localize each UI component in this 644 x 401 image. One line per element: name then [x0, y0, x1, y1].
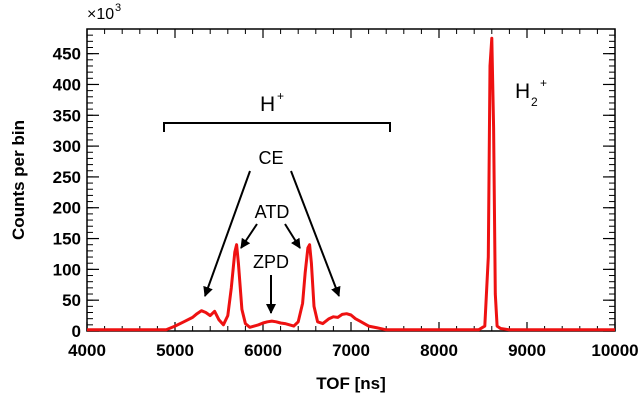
y-tick-label: 250	[53, 168, 81, 187]
x-tick-label: 6000	[244, 341, 282, 360]
y-tick-label: 0	[72, 322, 81, 341]
y-tick-label: 100	[53, 260, 81, 279]
zpd-label: ZPD	[253, 252, 289, 272]
y-tick-label: 350	[53, 106, 81, 125]
y-axis-title: Counts per bin	[9, 120, 28, 240]
x-tick-label: 5000	[156, 341, 194, 360]
tick-labels: 4000 5000 6000 7000 8000 9000 10000 0 50 100 150 20…	[53, 45, 639, 360]
atd-arrow-right	[284, 223, 301, 249]
h2-plus-superscript: +	[540, 76, 547, 90]
ce-arrow-right	[290, 170, 341, 297]
x-tick-label: 7000	[332, 341, 370, 360]
y-tick-label: 300	[53, 137, 81, 156]
h2-plus-subscript: 2	[531, 95, 538, 109]
h-plus-superscript: +	[277, 89, 284, 103]
atd-label: ATD	[255, 202, 290, 222]
y-tick-label: 50	[62, 291, 81, 310]
y-tick-label: 150	[53, 230, 81, 249]
x-axis-title: TOF [ns]	[316, 374, 386, 393]
y-multiplier-exponent: 3	[115, 2, 121, 14]
x-tick-label: 4000	[68, 341, 106, 360]
x-tick-label: 9000	[508, 341, 546, 360]
y-multiplier: ×10	[87, 6, 114, 23]
ce-arrow-left	[203, 170, 251, 297]
y-tick-label: 200	[53, 199, 81, 218]
h2-plus-label: H	[515, 80, 530, 103]
y-tick-label: 400	[53, 75, 81, 94]
h-plus-label: H	[260, 93, 275, 116]
ce-label: CE	[258, 148, 283, 168]
x-tick-label: 8000	[420, 341, 458, 360]
series-line	[87, 36, 615, 332]
h-plus-bracket	[163, 122, 391, 132]
x-tick-label: 10000	[591, 341, 638, 360]
axis-ticks	[86, 28, 616, 332]
y-tick-label: 450	[53, 45, 81, 64]
atd-arrow-left	[240, 223, 258, 249]
plot-frame	[86, 28, 616, 332]
